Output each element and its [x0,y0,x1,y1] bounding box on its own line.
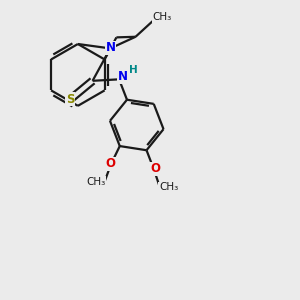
Text: CH₃: CH₃ [87,177,106,187]
Text: H: H [129,65,138,75]
Text: CH₃: CH₃ [159,182,178,192]
Text: CH₃: CH₃ [152,12,172,22]
Text: O: O [150,162,160,175]
Text: N: N [106,41,116,54]
Text: S: S [66,93,74,106]
Text: O: O [105,157,115,170]
Text: N: N [118,70,128,83]
